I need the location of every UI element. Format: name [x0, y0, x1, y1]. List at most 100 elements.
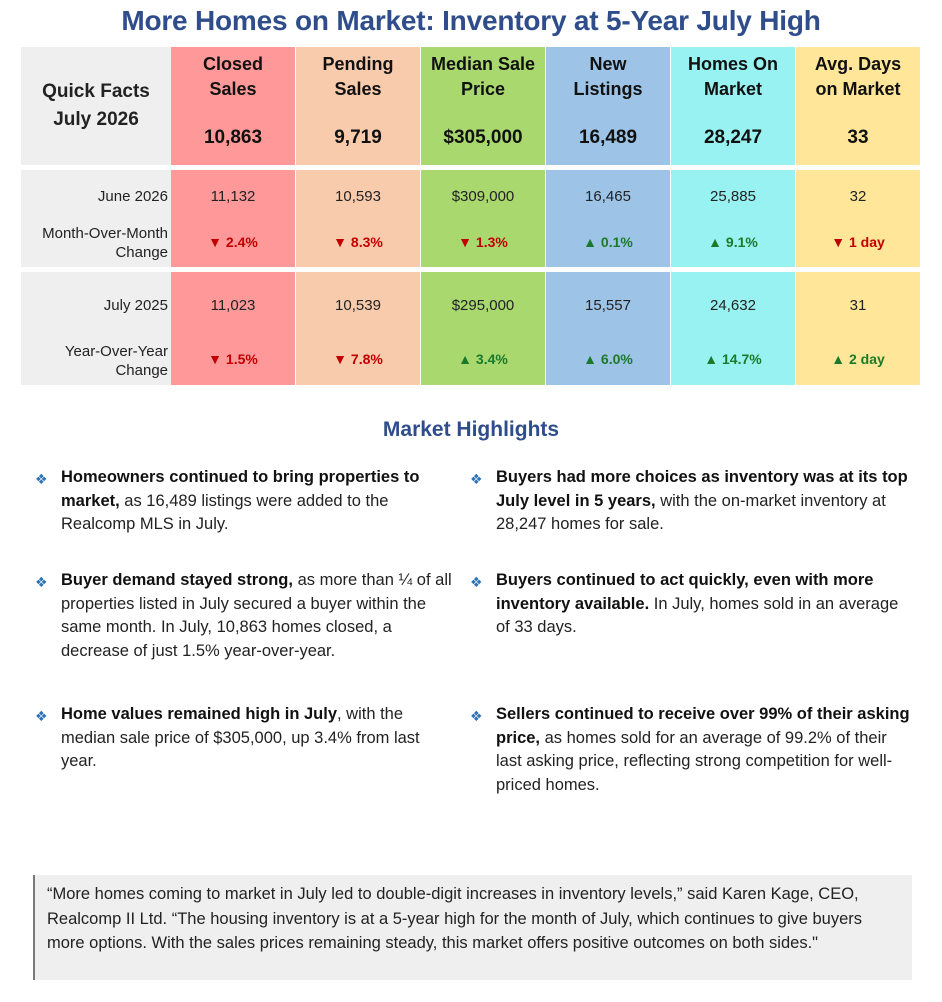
metric-header-line1: Avg. Days — [814, 54, 902, 74]
metric-yoy-change: ▲ 6.0% — [546, 351, 670, 367]
highlight-text: Buyers continued to act quickly, even wi… — [496, 569, 915, 640]
highlight-text: Homeowners continued to bring properties… — [61, 466, 455, 537]
metric-yoy-change: ▼ 7.8% — [296, 351, 420, 367]
metric-prev-year-value: $295,000 — [451, 297, 515, 314]
metric-column: Homes On Market 28,247 25,885 ▲ 9.1% 24,632 ▲ … — [671, 47, 795, 385]
metric-prev-year-value: 24,632 — [710, 297, 756, 314]
metric-yoy-change-value: 2 day — [848, 351, 885, 367]
row-label-month: June 2026 Month-Over-Month Change — [21, 170, 171, 267]
metric-prev-month-value: 16,465 — [585, 188, 631, 205]
highlight-item: ❖ Homeowners continued to bring propertie… — [35, 466, 455, 537]
highlight-text: Home values remained high in July, with … — [61, 703, 455, 774]
metric-header-block: Closed Sales 10,863 — [171, 47, 295, 165]
highlight-rest: , with the median sale price of $305,000… — [61, 705, 420, 770]
page-title: More Homes on Market: Inventory at 5-Yea… — [121, 5, 821, 36]
metric-prev-month-value: $309,000 — [451, 188, 515, 205]
metric-mom-change-value: 2.4% — [225, 234, 258, 250]
metric-month-block: 11,132 ▼ 2.4% — [171, 170, 295, 267]
up-triangle-icon: ▲ — [583, 351, 598, 367]
highlight-item: ❖ Sellers continued to receive over 99% o… — [470, 703, 915, 797]
down-triangle-icon: ▼ — [208, 351, 223, 367]
row-label-prev-month: June 2026 — [97, 188, 168, 205]
down-triangle-icon: ▼ — [333, 351, 348, 367]
highlight-bold: Buyers continued to act quickly, even wi… — [496, 571, 874, 613]
highlight-rest: as more than ¼ of all properties listed … — [61, 571, 452, 660]
metric-mom-change: ▲ 0.1% — [546, 234, 670, 250]
highlight-text: Sellers continued to receive over 99% of… — [496, 703, 915, 797]
up-triangle-icon: ▲ — [704, 351, 719, 367]
row-label-mom: Month-Over-Month Change — [18, 224, 168, 262]
metric-current-value: 28,247 — [703, 127, 763, 148]
highlight-item: ❖ Buyers continued to act quickly, even w… — [470, 569, 915, 640]
highlight-rest: as 16,489 listings were added to the Rea… — [61, 491, 389, 534]
metric-mom-change-value: 8.3% — [350, 234, 383, 250]
quick-facts-label: Quick Facts July 2026 — [21, 47, 171, 165]
metric-prev-year-value: 10,539 — [335, 297, 381, 314]
metric-mom-change: ▼ 8.3% — [296, 234, 420, 250]
metric-column: Closed Sales 10,863 11,132 ▼ 2.4% 11,023 ▼ 1.5… — [171, 47, 295, 385]
metric-header-line1: Median Sale — [430, 54, 536, 74]
metric-yoy-change: ▲ 2 day — [796, 351, 920, 367]
metric-month-block: 32 ▼ 1 day — [796, 170, 920, 267]
metric-header-line1: Homes On — [687, 54, 779, 74]
up-triangle-icon: ▲ — [708, 234, 723, 250]
down-triangle-icon: ▼ — [333, 234, 348, 250]
metric-prev-year-value: 15,557 — [585, 297, 631, 314]
quote-text: “More homes coming to market in July led… — [47, 885, 863, 952]
row-label-mom-line1: Month-Over-Month — [42, 225, 168, 242]
metric-year-block: 11,023 ▼ 1.5% — [171, 272, 295, 385]
highlight-item: ❖ Buyer demand stayed strong, as more tha… — [35, 569, 455, 663]
highlight-bold: Home values remained high in July — [61, 705, 337, 723]
up-triangle-icon: ▲ — [458, 351, 473, 367]
highlight-bold: Sellers continued to receive over 99% of… — [496, 705, 910, 747]
metric-mom-change-value: 9.1% — [725, 234, 758, 250]
row-label-prev-year: July 2025 — [103, 297, 168, 314]
row-label-year: July 2025 Year-Over-Year Change — [21, 272, 171, 385]
metric-mom-change: ▼ 1 day — [796, 234, 920, 250]
down-triangle-icon: ▼ — [458, 234, 473, 250]
metric-column: New Listings 16,489 16,465 ▲ 0.1% 15,557 ▲ 6.0… — [546, 47, 670, 385]
metric-header-block: New Listings 16,489 — [546, 47, 670, 165]
quote-box: “More homes coming to market in July led… — [33, 875, 912, 980]
diamond-bullet-icon: ❖ — [35, 471, 48, 487]
metric-yoy-change-value: 7.8% — [350, 351, 383, 367]
row-label-yoy-line1: Year-Over-Year — [64, 343, 168, 360]
metric-mom-change: ▼ 1.3% — [421, 234, 545, 250]
diamond-bullet-icon: ❖ — [470, 708, 483, 724]
metric-month-block: 16,465 ▲ 0.1% — [546, 170, 670, 267]
highlight-item: ❖ Buyers had more choices as inventory wa… — [470, 466, 915, 537]
metric-column: Median Sale Price $305,000 $309,000 ▼ 1.3% $2… — [421, 47, 545, 385]
metric-header-line2: Sales — [334, 79, 382, 99]
quick-facts-label-line1: Quick Facts — [42, 81, 150, 102]
down-triangle-icon: ▼ — [208, 234, 223, 250]
metric-header-line1: Closed — [202, 54, 263, 74]
metric-month-block: 25,885 ▲ 9.1% — [671, 170, 795, 267]
metric-current-value: $305,000 — [443, 127, 523, 148]
metric-mom-change-value: 0.1% — [600, 234, 633, 250]
highlight-bold: Buyers had more choices as inventory was… — [496, 468, 908, 510]
metric-header-line2: Market — [703, 79, 763, 99]
metric-yoy-change-value: 1.5% — [225, 351, 258, 367]
metric-year-block: 15,557 ▲ 6.0% — [546, 272, 670, 385]
metric-prev-month-value: 11,132 — [210, 188, 256, 205]
metric-prev-month-value: 32 — [849, 188, 867, 205]
metric-month-block: 10,593 ▼ 8.3% — [296, 170, 420, 267]
highlight-item: ❖ Home values remained high in July, with… — [35, 703, 455, 774]
metric-header-line2: on Market — [815, 79, 901, 99]
metric-prev-year-value: 11,023 — [210, 297, 256, 314]
highlight-text: Buyers had more choices as inventory was… — [496, 466, 915, 537]
metric-yoy-change: ▲ 14.7% — [671, 351, 795, 367]
metric-mom-change-value: 1 day — [848, 234, 885, 250]
metric-mom-change-value: 1.3% — [475, 234, 508, 250]
up-triangle-icon: ▲ — [831, 351, 846, 367]
metric-year-block: 24,632 ▲ 14.7% — [671, 272, 795, 385]
metric-current-value: 10,863 — [203, 127, 263, 148]
metric-column: Avg. Days on Market 33 32 ▼ 1 day 31 ▲ 2 day — [796, 47, 920, 385]
metric-current-value: 16,489 — [578, 127, 638, 148]
metric-mom-change: ▼ 2.4% — [171, 234, 295, 250]
highlight-rest: with the on-market inventory at 28,247 h… — [496, 491, 886, 534]
metric-yoy-change: ▲ 3.4% — [421, 351, 545, 367]
metric-header: Avg. Days on Market — [796, 52, 920, 102]
highlights-title: Market Highlights — [382, 418, 560, 441]
highlight-rest: as homes sold for an average of 99.2% of… — [496, 728, 893, 794]
